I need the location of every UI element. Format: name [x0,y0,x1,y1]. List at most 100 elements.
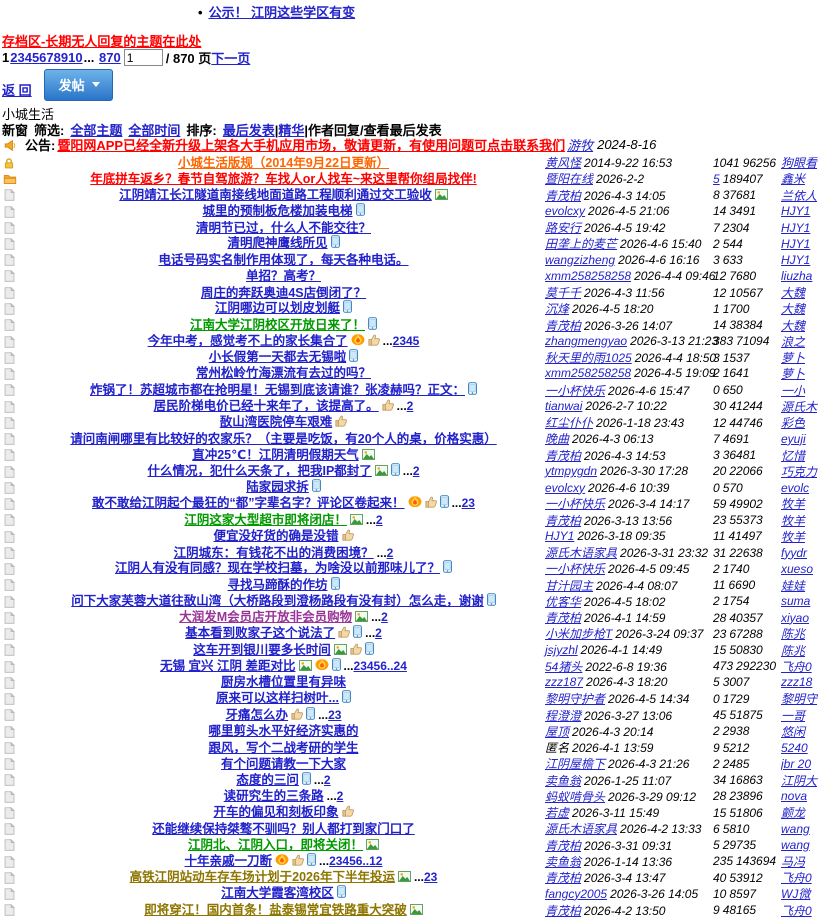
thread-title-link[interactable]: 小城生活版规（2014年9月22日更新） [177,155,390,170]
thread-author-link[interactable]: 田垄上的麦芒 [545,237,618,252]
page-link[interactable]: 10 [68,50,83,65]
thread-lastposter-link[interactable]: 源氏木 [781,399,818,414]
thread-pages-links[interactable]: 23 [461,496,475,511]
thread-title-link[interactable]: 问下大家芙蓉大道往敔山湾（大桥路段到澄杨路段有没有封）怎么走，谢谢 [71,593,484,608]
thread-title-link[interactable]: 江阴人有没有同感？现在学校扫墓，为啥没以前那味儿了？ [114,561,440,576]
thread-lastposter-link[interactable]: 鑫米 [781,172,806,187]
thread-author-link[interactable]: 红尘仆仆 [545,416,594,430]
thread-title-link[interactable]: 清明爬神鹰线所见 [227,236,328,251]
thread-author-link[interactable]: 莫千千 [545,286,582,300]
thread-lastposter-link[interactable]: xueso [781,561,814,576]
thread-lastposter-link[interactable]: eyuji [781,431,806,446]
thread-lastposter-link[interactable]: fyydr [781,545,808,560]
page-link[interactable]: 7 [46,50,54,65]
last-page-link[interactable]: 870 [99,50,121,65]
thread-title-link[interactable]: 还能继续保持桀骜不驯吗？别人都打到家门口了 [152,821,415,836]
page-link[interactable]: 6 [39,50,47,65]
thread-lastposter-link[interactable]: wang [781,821,810,836]
thread-author-link[interactable]: 黄风怪 [545,156,582,170]
thread-pages-links[interactable]: 23456..24 [353,658,407,673]
new-post-button[interactable]: 发帖 [43,69,113,101]
thread-lastposter-link[interactable]: 江阴大 [781,773,818,788]
thread-author-link[interactable]: zzz187 [545,675,584,690]
thread-pages-links[interactable]: 23 [328,707,342,722]
thread-lastposter-link[interactable]: zzz18 [781,675,813,690]
thread-author-link[interactable]: 青茂柏 [545,513,582,528]
thread-lastposter-link[interactable]: 牧羊 [781,497,806,512]
back-link[interactable]: 返 回 [2,83,32,98]
thread-author-link[interactable]: 沉烽 [545,302,570,317]
thread-title-link[interactable]: 请问南闸哪里有比较好的农家乐？（主要是吃饭，有20个人的桌，价格实惠） [70,431,497,446]
thread-title-link[interactable]: 读研究生的三条路 [223,789,324,804]
thread-title-link[interactable]: 周庄的奔跃奥迪4S店倒闭了？ [200,285,367,300]
thread-author-link[interactable]: xmm258258258 [545,268,632,283]
thread-author-link[interactable]: 晚曲 [545,432,570,447]
thread-author-link[interactable]: evolcxy [545,204,586,219]
thread-lastposter-link[interactable]: 飞舟0 [781,659,812,674]
thread-lastposter-link[interactable]: 忆惜 [781,448,806,463]
thread-author-link[interactable]: 蚂蚁啃骨头 [545,789,606,804]
thread-lastposter-link[interactable]: 兰依人 [781,188,818,203]
thread-title-link[interactable]: 这车开到银川要多长时间 [193,642,331,657]
thread-title-link[interactable]: 居民阶梯电价已经十来年了，该提高了。 [153,398,379,413]
page-link[interactable]: 9 [60,50,69,65]
thread-pages-links[interactable]: 2 [406,398,414,413]
thread-author-link[interactable]: wangzizheng [545,252,616,267]
thread-lastposter-link[interactable]: 颤龙 [781,806,806,820]
thread-lastposter-link[interactable]: 飞舟0 [781,903,812,918]
thread-title-link[interactable]: 清明节已过，什么人不能交往？ [195,220,371,235]
thread-lastposter-link[interactable]: suma [781,594,811,609]
thread-lastposter-link[interactable]: 彩色 [781,416,806,430]
thread-title-link[interactable]: 江阴城东：有钱花不出的消费困境？ [173,545,374,560]
thread-pages-links[interactable]: 2 [375,512,383,527]
thread-author-link[interactable]: tianwai [545,399,583,414]
thread-title-link[interactable]: 今年中考，感觉考不上的家长集合了 [147,333,348,348]
thread-author-link[interactable]: evolcxy [545,480,586,495]
thread-title-link[interactable]: 城里的预制板危楼加装电梯 [202,203,353,218]
thread-lastposter-link[interactable]: WJ微 [781,887,811,902]
thread-title-link[interactable]: 敔山湾医院停车艰难 [219,415,333,429]
thread-pages-links[interactable]: 2 [336,789,344,804]
thread-replies-link[interactable]: 5 [713,171,720,186]
thread-title-link[interactable]: 陆家园求拆 [246,480,309,494]
thread-title-link[interactable]: 便宜没好货的确是没错 [213,528,339,543]
thread-lastposter-link[interactable]: HJY1 [781,252,811,267]
thread-lastposter-link[interactable]: 大魏 [781,286,806,300]
thread-lastposter-link[interactable]: HJY1 [781,220,811,235]
thread-author-link[interactable]: 青茂柏 [545,448,582,463]
thread-lastposter-link[interactable]: 娃娃 [781,578,806,593]
thread-title-link[interactable]: 原来可以这样扫树叶... [216,691,339,706]
thread-lastposter-link[interactable]: 陈兆 [781,627,806,642]
sort-last-reply-link[interactable]: 最后发表 [222,123,275,138]
new-window-toggle[interactable]: 新窗 [2,123,29,138]
thread-author-link[interactable]: 一小杯快乐 [545,497,606,512]
thread-lastposter-link[interactable]: HJY1 [781,204,811,219]
thread-lastposter-link[interactable]: 大魏 [781,318,806,333]
thread-author-link[interactable]: 青茂柏 [545,871,582,885]
thread-lastposter-link[interactable]: 飞舟0 [781,871,812,885]
thread-title-link[interactable]: 开车的偏见和刻板印象 [213,805,339,819]
thread-title-link[interactable]: 江阴北、江阴入口，即将关闭！ [187,837,363,852]
thread-author-link[interactable]: 卖鱼翁 [545,854,582,869]
thread-lastposter-link[interactable]: xiyao [781,610,810,625]
thread-author-link[interactable]: 青茂柏 [545,611,582,625]
thread-lastposter-link[interactable]: 大魏 [781,302,806,317]
archive-link[interactable]: 存档区-长期无人回复的主题在此处 [2,34,202,49]
thread-lastposter-link[interactable]: nova [781,789,808,804]
thread-title-link[interactable]: 有个问题请教一下大家 [220,756,346,771]
thread-author-link[interactable]: 程澄澄 [545,708,582,723]
thread-title-link[interactable]: 跟风，写个二战考研的学生 [208,740,359,755]
thread-author-link[interactable]: 江阴屋檐下 [545,757,606,772]
thread-title-link[interactable]: 电话号码实名制作用体现了，每天各种电话。 [158,252,409,267]
thread-title-link[interactable]: 无锡 宜兴 江阴 差距对比 [160,658,296,673]
thread-lastposter-link[interactable]: 悠闲 [781,724,806,739]
thread-lastposter-link[interactable]: 一小 [781,383,806,398]
thread-pages-links[interactable]: 2 [386,545,394,560]
thread-title-link[interactable]: 十年亲戚一刀断 [184,853,273,868]
page-link[interactable]: 4 [24,50,32,65]
thread-author-link[interactable]: 一小杯快乐 [545,562,606,577]
thread-title-link[interactable]: 敢不敢给江阴起个最狂的“都”字辈名字？评论区卷起来！ [92,496,405,511]
thread-author-link[interactable]: 一小杯快乐 [545,383,606,398]
thread-title-link[interactable]: 常州松岭竹海漂流有去过的吗？ [195,366,371,381]
thread-author-link[interactable]: 卖鱼翁 [545,773,582,788]
